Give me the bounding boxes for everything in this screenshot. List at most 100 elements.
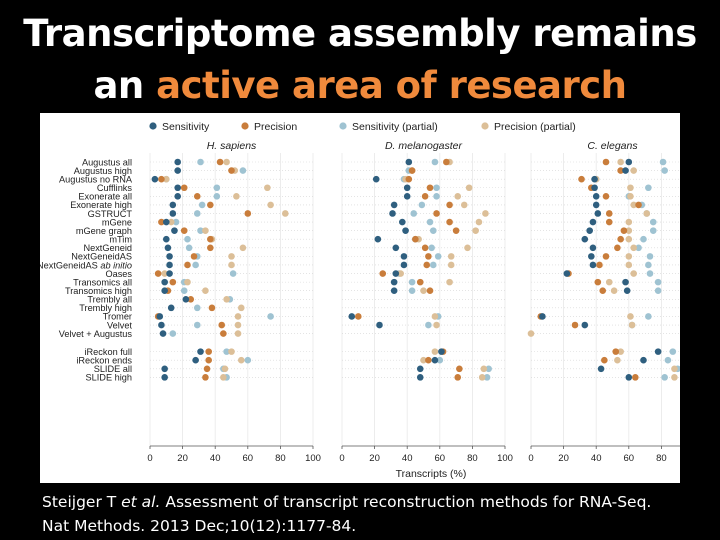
data-point-sensitivity xyxy=(174,158,182,166)
data-point-sensitivity_partial xyxy=(431,158,439,166)
legend-label-precision_partial: Precision (partial) xyxy=(494,121,576,133)
legend-marker-precision_partial xyxy=(481,122,489,130)
data-point-sensitivity_partial xyxy=(244,356,252,364)
data-point-precision_partial xyxy=(202,287,209,294)
x-tick-label: 20 xyxy=(369,453,380,464)
data-point-sensitivity xyxy=(151,175,159,183)
data-point-sensitivity_partial xyxy=(267,313,274,320)
data-point-sensitivity xyxy=(174,167,182,174)
data-point-precision_partial xyxy=(267,201,274,209)
data-point-sensitivity_partial xyxy=(408,278,416,286)
data-point-precision xyxy=(355,313,362,320)
data-point-precision xyxy=(421,193,429,200)
data-point-precision_partial xyxy=(625,227,633,234)
citation-et-al: et al. xyxy=(121,493,161,511)
data-point-precision xyxy=(379,270,387,277)
data-point-sensitivity xyxy=(402,227,409,234)
data-point-sensitivity xyxy=(161,278,168,286)
data-point-precision_partial xyxy=(281,210,289,217)
data-point-precision_partial xyxy=(163,175,170,183)
data-point-precision_partial xyxy=(264,184,271,192)
data-point-sensitivity xyxy=(589,218,597,226)
data-point-sensitivity_partial xyxy=(429,227,437,234)
data-point-precision_partial xyxy=(480,365,488,373)
citation-article-title: Assessment of transcript reconstruction … xyxy=(160,493,652,511)
data-point-precision xyxy=(620,227,628,234)
data-point-sensitivity_partial xyxy=(213,184,221,192)
data-point-precision_partial xyxy=(627,193,634,200)
data-point-precision_partial xyxy=(475,218,483,226)
data-point-precision_partial xyxy=(614,356,621,364)
data-point-precision xyxy=(452,227,460,234)
data-point-precision xyxy=(207,201,214,209)
data-point-sensitivity_partial xyxy=(198,201,206,209)
data-point-sensitivity xyxy=(416,365,424,373)
data-point-sensitivity_partial xyxy=(661,167,668,174)
data-point-sensitivity_partial xyxy=(197,158,204,166)
method-label: Cufflinks xyxy=(97,183,132,193)
data-point-precision xyxy=(635,201,642,209)
data-point-precision xyxy=(596,261,603,269)
citation-authors: Steijger T xyxy=(42,493,122,511)
data-point-sensitivity_partial xyxy=(485,365,493,373)
data-point-precision xyxy=(208,304,216,312)
data-point-sensitivity xyxy=(588,253,595,260)
data-point-sensitivity_partial xyxy=(436,356,444,364)
method-label: mGene xyxy=(102,217,132,227)
data-point-precision_partial xyxy=(237,304,245,312)
data-point-sensitivity_partial xyxy=(649,227,657,234)
data-point-precision xyxy=(632,374,639,381)
data-point-sensitivity xyxy=(192,356,199,364)
data-point-sensitivity xyxy=(156,313,164,320)
data-point-precision xyxy=(446,201,453,209)
data-point-precision xyxy=(220,330,227,337)
data-point-sensitivity_partial xyxy=(408,287,416,294)
transcript-reconstruction-dot-chart: Sensitivity Precision Sensitivity (partial… xyxy=(37,121,702,480)
data-point-sensitivity_partial xyxy=(213,193,221,200)
data-point-precision xyxy=(605,218,613,226)
data-point-precision_partial xyxy=(239,244,247,252)
data-point-sensitivity_partial xyxy=(640,235,647,243)
data-point-sensitivity xyxy=(164,244,172,252)
data-point-precision_partial xyxy=(472,227,479,234)
x-tick-label: 80 xyxy=(656,453,667,464)
x-tick-label: 40 xyxy=(210,453,221,464)
data-point-sensitivity xyxy=(161,374,168,381)
data-point-precision_partial xyxy=(610,287,618,294)
x-tick-label: 0 xyxy=(147,453,152,464)
data-point-sensitivity xyxy=(171,227,178,234)
data-point-sensitivity_partial xyxy=(669,348,677,355)
method-label: Augustus high xyxy=(74,166,132,176)
legend-marker-precision xyxy=(241,122,249,130)
data-point-precision_partial xyxy=(228,261,235,269)
data-point-precision xyxy=(180,227,188,234)
method-label: NextGeneidAS ab initio xyxy=(40,260,132,270)
data-point-sensitivity xyxy=(182,295,190,303)
x-tick-label: 100 xyxy=(305,453,321,464)
method-label: Exonerate high xyxy=(70,200,132,210)
data-point-precision xyxy=(443,158,450,166)
x-tick-label: 60 xyxy=(435,453,446,464)
legend-marker-sensitivity xyxy=(149,122,157,130)
data-point-sensitivity_partial xyxy=(654,287,662,294)
data-point-precision_partial xyxy=(431,313,439,320)
x-tick-label: 20 xyxy=(177,453,188,464)
data-point-sensitivity_partial xyxy=(229,270,237,277)
data-point-precision_partial xyxy=(220,374,227,381)
data-point-sensitivity xyxy=(163,235,170,243)
data-point-sensitivity xyxy=(158,321,165,329)
data-point-precision xyxy=(412,235,419,243)
data-point-precision_partial xyxy=(464,244,471,252)
method-label: Exonerate all xyxy=(78,192,132,202)
data-point-sensitivity xyxy=(625,158,633,166)
x-tick-label: 0 xyxy=(528,453,533,464)
data-point-precision xyxy=(571,321,579,329)
citation-line-2: Nat Methods. 2013 Dec;10(12):1177-84. xyxy=(42,517,357,535)
data-point-precision xyxy=(617,167,624,174)
data-point-precision_partial xyxy=(184,278,191,286)
method-label: NextGeneid xyxy=(83,243,132,253)
data-point-sensitivity xyxy=(622,167,629,174)
data-point-precision_partial xyxy=(447,261,455,269)
data-point-precision xyxy=(202,374,209,381)
figure-panel: Sensitivity Precision Sensitivity (partial… xyxy=(37,113,702,483)
